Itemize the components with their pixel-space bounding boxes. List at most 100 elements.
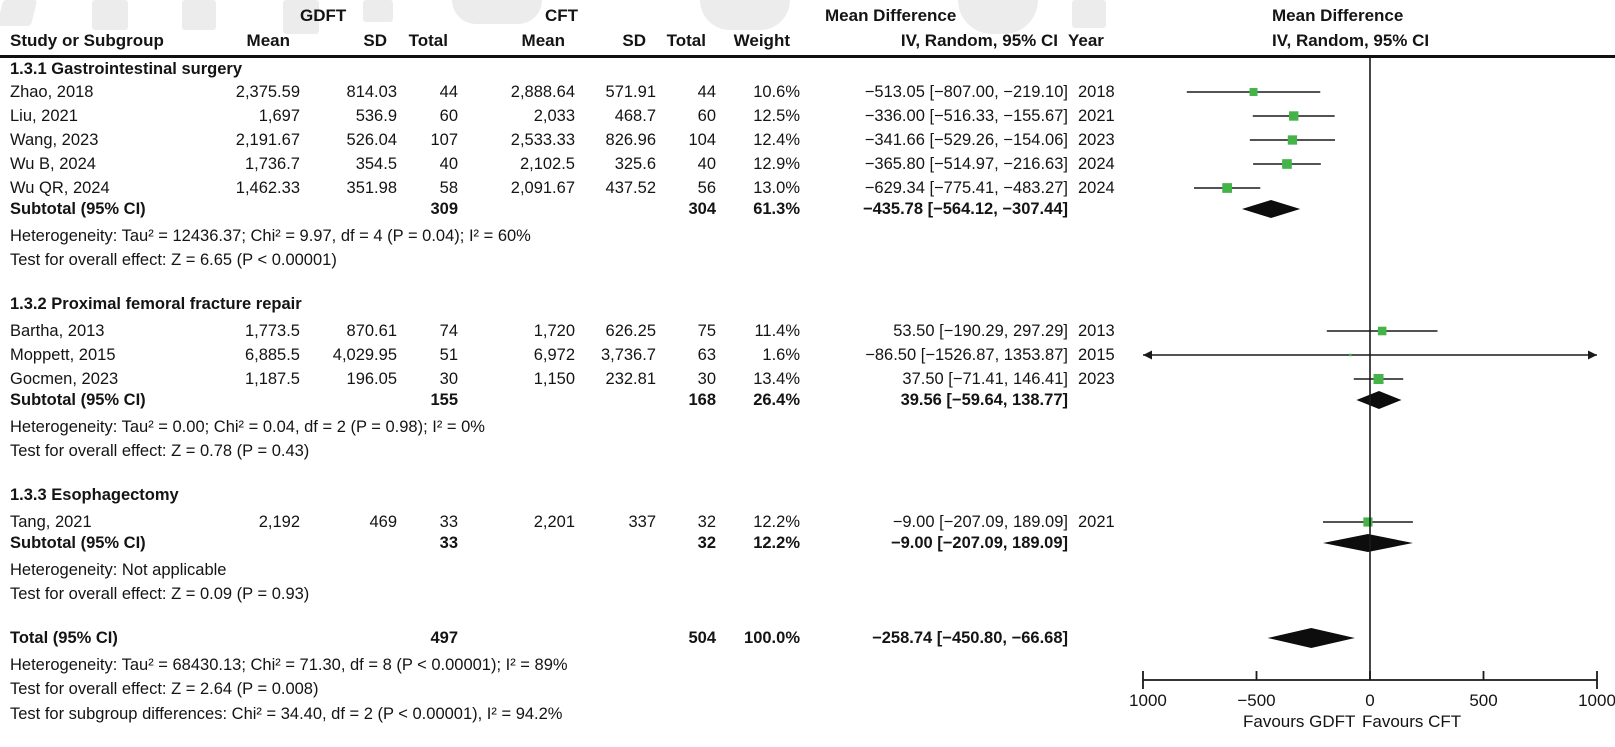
watermark-fragment [363,0,393,22]
ci-text: −9.00 [−207.09, 189.09] [890,534,1068,552]
gdft-mean: 1,187.5 [244,370,300,388]
axis-tick-label: 0 [1365,691,1374,710]
study-label: Subtotal (95% CI) [10,534,146,552]
overall-effect-line: Test for overall effect: Z = 0.78 (P = 0… [10,440,1120,462]
weight: 12.4% [753,131,800,149]
year: 2021 [1078,513,1115,531]
cft-total: 60 [697,107,716,125]
cft-mean: 1,720 [533,322,575,340]
gdft-sd: 536.9 [355,107,397,125]
study-row: Gocmen, 2023 1,187.5 196.05 30 1,150 232.81 30… [10,368,1140,390]
watermark-fragment [700,0,790,30]
watermark-fragment [452,0,542,24]
study-label: Wu B, 2024 [10,155,96,173]
gdft-sd: 469 [369,513,397,531]
point-estimate-marker [1249,88,1258,96]
gdft-total: 309 [430,200,458,218]
ci-text: −513.05 [−807.00, −219.10] [864,83,1068,101]
summary-diamond [1356,391,1402,409]
study-label: Subtotal (95% CI) [10,391,146,409]
weight: 13.0% [753,179,800,197]
gdft-mean: 1,697 [258,107,300,125]
subgroup-header-text: 1.3.2 Proximal femoral fracture repair [10,295,302,313]
summary-row: Subtotal (95% CI) 309 304 61.3% −435.78 [−56… [10,198,1140,220]
summary-diamond [1322,534,1413,552]
point-estimate-marker [1373,374,1384,384]
weight: 12.9% [753,155,800,173]
point-estimate-marker [1349,353,1352,357]
favours-right-label: Favours CFT [1362,712,1462,731]
header-rule [0,55,1615,58]
point-estimate-marker [1222,183,1233,193]
ci-text: −336.00 [−516.33, −155.67] [864,107,1068,125]
footer-line-text: Test for overall effect: Z = 2.64 (P = 0… [10,680,319,698]
gdft-mean [180,389,300,411]
gdft-total: 60 [439,107,458,125]
overall-effect-line-text: Test for overall effect: Z = 0.78 (P = 0… [10,442,310,460]
gdft-mean: 2,191.67 [235,131,300,149]
point-estimate-marker [1287,135,1298,145]
gdft-sd: 526.04 [346,131,397,149]
axis-tick-label: −500 [1237,691,1275,710]
weight: 12.2% [753,534,800,552]
gdft-total: 497 [430,629,458,647]
cft-sd [575,532,656,554]
study-label: Tang, 2021 [10,513,92,531]
gdft-mean: 2,375.59 [235,83,300,101]
footer-line-text: Heterogeneity: Tau² = 68430.13; Chi² = 7… [10,656,568,674]
study-label: Subtotal (95% CI) [10,200,146,218]
summary-diamond [1267,628,1355,648]
gdft-mean [180,198,300,220]
col-gdft-total: Total [408,31,448,50]
year: 2021 [1078,107,1115,125]
gdft-total: 74 [439,322,458,340]
heterogeneity-line-text: Heterogeneity: Not applicable [10,561,227,579]
cft-mean [458,198,575,220]
cft-mean: 2,091.67 [510,179,575,197]
year: 2024 [1078,179,1115,197]
cft-mean [458,389,575,411]
weight: 26.4% [753,391,800,409]
cft-sd: 626.25 [605,322,656,340]
forest-plot-graphic: −1000 −500 0 500 1000 [1130,58,1615,710]
footer-line: Test for subgroup differences: Chi² = 34… [10,703,1120,725]
ci-text: −435.78 [−564.12, −307.44] [862,200,1068,218]
subgroup-header: 1.3.3 Esophagectomy [10,484,1120,506]
weight: 1.6% [762,346,800,364]
gdft-mean: 2,192 [258,513,300,531]
watermark-fragment [283,0,319,34]
col-ci-method-plot: IV, Random, 95% CI [1272,31,1430,50]
weight: 13.4% [753,370,800,388]
mean-difference-header-plot: Mean Difference [1272,6,1404,25]
cft-total: 504 [688,629,716,647]
gdft-sd: 351.98 [346,179,397,197]
col-gdft-mean: Mean [246,31,290,50]
study-row: Zhao, 2018 2,375.59 814.03 44 2,888.64 571.91… [10,81,1140,103]
gdft-sd: 870.61 [346,322,397,340]
gdft-mean: 6,885.5 [244,346,300,364]
weight: 100.0% [744,629,800,647]
cft-sd: 468.7 [614,107,656,125]
col-cft-sd: SD [622,31,646,50]
weight: 11.4% [754,322,800,340]
heterogeneity-line-text: Heterogeneity: Tau² = 0.00; Chi² = 0.04,… [10,418,485,436]
cft-mean: 2,888.64 [510,83,575,101]
gdft-mean: 1,462.33 [235,179,300,197]
study-row: Liu, 2021 1,697 536.9 60 2,033 468.7 60 12.5% −3… [10,105,1140,127]
cft-sd: 437.52 [605,179,656,197]
watermark-fragment [0,0,38,26]
year: 2023 [1078,370,1115,388]
cft-sd: 3,736.7 [600,346,656,364]
gdft-sd [300,198,397,220]
cft-group-header: CFT [545,6,579,25]
ci-text: −629.34 [−775.41, −483.27] [864,179,1068,197]
cft-total: 56 [697,179,716,197]
weight: 12.2% [753,513,800,531]
gdft-sd: 4,029.95 [332,346,397,364]
col-year: Year [1068,31,1104,50]
study-row: Bartha, 2013 1,773.5 870.61 74 1,720 626.25 75… [10,320,1140,342]
cft-total: 44 [697,83,716,101]
study-label: Gocmen, 2023 [10,370,119,388]
gdft-sd: 814.03 [346,83,397,101]
cft-total: 32 [697,513,716,531]
